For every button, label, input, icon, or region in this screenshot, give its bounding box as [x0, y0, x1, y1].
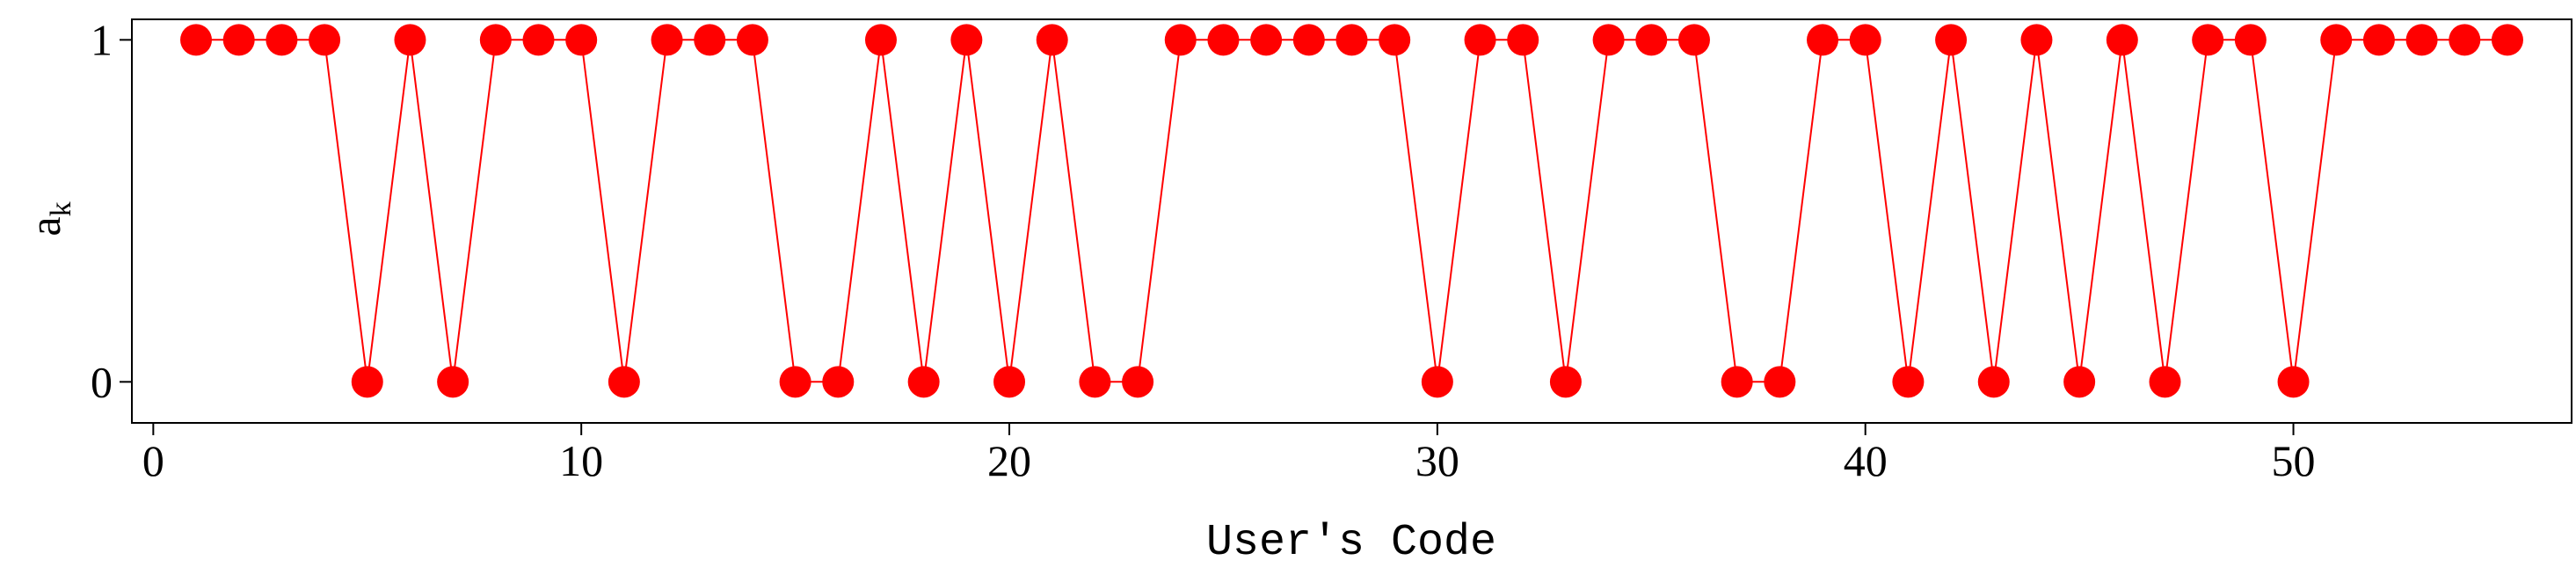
data-point	[1849, 24, 1881, 56]
data-point	[266, 24, 298, 56]
x-tick-label: 30	[1415, 436, 1459, 485]
y-axis-title-main: a	[20, 216, 69, 236]
data-point	[1464, 24, 1496, 56]
data-point	[1935, 24, 1968, 56]
data-point	[907, 366, 940, 398]
data-point	[437, 366, 469, 398]
data-point	[479, 24, 512, 56]
data-point	[1635, 24, 1668, 56]
x-tick-label: 0	[142, 436, 164, 485]
data-point	[1507, 24, 1539, 56]
data-point	[2449, 24, 2481, 56]
axis-ticks	[120, 39, 2295, 435]
data-point	[1807, 24, 1839, 56]
data-point	[522, 24, 555, 56]
data-point	[1250, 24, 1283, 56]
y-tick-label: 0	[91, 357, 113, 406]
data-point	[1549, 366, 1582, 398]
x-tick-label: 10	[559, 436, 603, 485]
data-point	[394, 24, 426, 56]
data-point	[2320, 24, 2353, 56]
data-point	[1721, 366, 1753, 398]
data-point	[1977, 366, 2010, 398]
data-point	[1292, 24, 1325, 56]
x-axis-title: User's Code	[1206, 518, 1496, 568]
data-point	[1079, 366, 1111, 398]
data-point	[1207, 24, 1240, 56]
data-point	[351, 366, 383, 398]
data-point	[864, 24, 897, 56]
data-point	[2192, 24, 2224, 56]
data-point	[736, 24, 768, 56]
data-point	[608, 366, 640, 398]
data-point	[1379, 24, 1411, 56]
data-point	[2020, 24, 2053, 56]
data-point	[1592, 24, 1625, 56]
data-point	[993, 366, 1026, 398]
data-point	[779, 366, 811, 398]
data-point	[222, 24, 255, 56]
x-tick-label: 50	[2272, 436, 2316, 485]
x-tick-label: 40	[1844, 436, 1888, 485]
data-point	[1164, 24, 1197, 56]
data-point	[1892, 366, 1925, 398]
data-point	[2234, 24, 2267, 56]
data-point	[2149, 366, 2181, 398]
plot-frame	[131, 18, 2572, 424]
data-point	[1421, 366, 1453, 398]
data-point	[2063, 366, 2096, 398]
data-point	[694, 24, 726, 56]
data-point	[1677, 24, 1710, 56]
data-point	[1122, 366, 1154, 398]
data-point	[1335, 24, 1368, 56]
y-axis-title-subscript: k	[45, 201, 77, 216]
data-point	[2277, 366, 2310, 398]
series-line	[196, 39, 2507, 383]
data-point	[2362, 24, 2395, 56]
axis-tick-labels: 0 10 20 30 40 50 0 1	[91, 15, 2316, 485]
x-tick-label: 20	[987, 436, 1031, 485]
data-point	[2491, 24, 2523, 56]
data-points	[180, 24, 2523, 398]
data-point	[1764, 366, 1796, 398]
data-point	[565, 24, 598, 56]
data-point	[180, 24, 213, 56]
y-tick-label: 1	[91, 15, 113, 64]
data-point	[1036, 24, 1068, 56]
data-point	[822, 366, 855, 398]
data-point	[309, 24, 341, 56]
data-point	[2405, 24, 2438, 56]
data-point	[950, 24, 983, 56]
y-axis-title: ak	[20, 201, 77, 236]
data-point	[651, 24, 683, 56]
data-point	[2106, 24, 2138, 56]
